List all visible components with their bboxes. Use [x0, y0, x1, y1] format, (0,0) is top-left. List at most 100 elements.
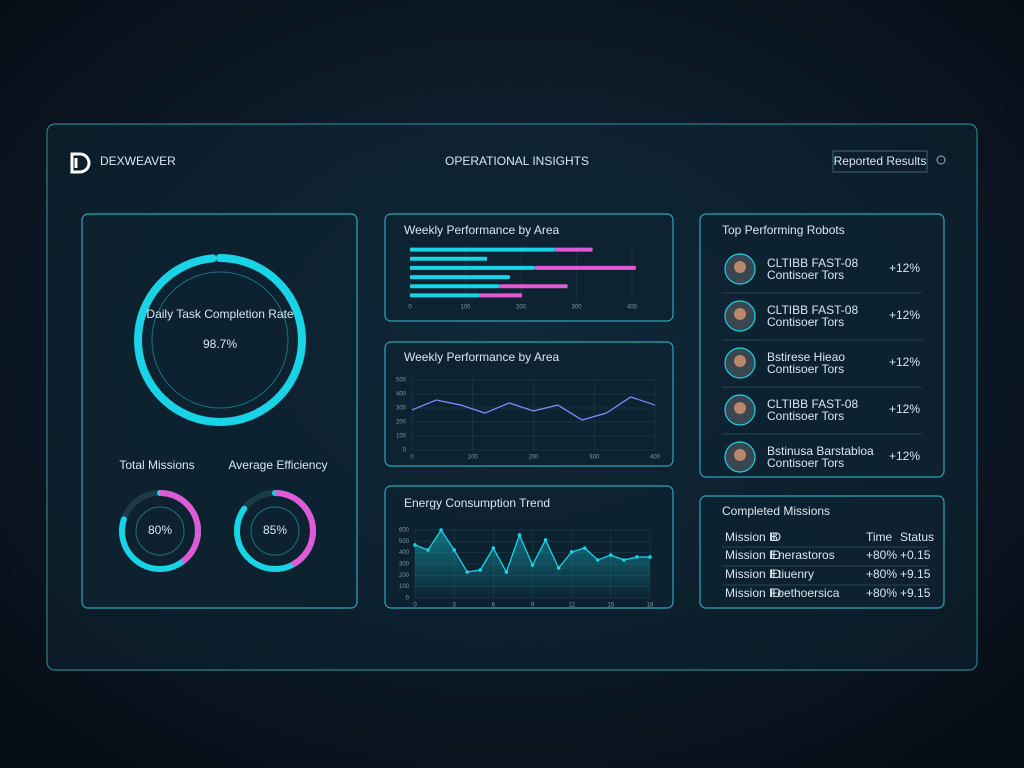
table-cell: +80%	[866, 548, 897, 562]
robot-name: Bstirese Hieao	[767, 350, 845, 364]
robots-title: Top Performing Robots	[722, 223, 845, 237]
table-cell: +80%	[866, 586, 897, 600]
table-cell: Enerastoros	[770, 548, 835, 562]
avatar-face	[734, 261, 746, 273]
y-tick-label: 0	[403, 448, 407, 454]
x-tick-label: 12	[568, 603, 575, 609]
brand: DEXWEAVER	[100, 154, 176, 168]
table-cell: +80%	[866, 567, 897, 581]
point	[452, 548, 456, 552]
chart-title: Energy Consumption Trend	[404, 496, 550, 510]
x-tick-label: 300	[571, 305, 582, 311]
bar-segment	[410, 256, 488, 261]
x-tick-label: 200	[528, 455, 539, 461]
robot-subtitle: Contisoer Tors	[767, 409, 844, 423]
robot-name: Bstinusa Barstabloa	[767, 444, 874, 458]
point	[439, 528, 443, 532]
line	[411, 396, 656, 421]
gauge-value: 85%	[263, 523, 287, 537]
gauge-label: Total Missions	[119, 458, 194, 472]
bar-segment	[554, 247, 593, 252]
y-tick-label: 100	[396, 434, 407, 440]
chart-title: Weekly Performance by Area	[404, 350, 560, 364]
y-tick-label: 200	[399, 573, 410, 579]
robot-change: +12%	[889, 402, 920, 416]
point	[478, 568, 483, 572]
avatar-face	[734, 355, 746, 367]
page-title: OPERATIONAL INSIGHTS	[445, 154, 589, 168]
robot-name: CLTIBB FAST-08	[767, 303, 858, 317]
x-tick-label: 18	[647, 603, 654, 609]
x-tick-label: 6	[492, 603, 496, 609]
bar-segment	[410, 275, 510, 280]
robot-name: CLTIBB FAST-08	[767, 256, 858, 270]
y-tick-label: 300	[396, 406, 407, 412]
bar-segment	[534, 265, 636, 270]
point	[426, 548, 430, 552]
table-cell: Foethoersica	[770, 586, 840, 600]
x-tick-label: 100	[468, 455, 479, 461]
gauge-arc	[134, 254, 306, 426]
point	[413, 543, 417, 547]
x-tick-label: 0	[410, 455, 414, 461]
bar-segment	[499, 284, 568, 289]
chart-title: Weekly Performance by Area	[404, 223, 560, 237]
gauge-inner	[250, 506, 300, 556]
line-panel	[384, 341, 674, 467]
x-tick-label: 9	[531, 603, 535, 609]
robot-change: +12%	[889, 261, 920, 275]
robot-subtitle: Contisoer Tors	[767, 362, 844, 376]
x-tick-label: 400	[627, 305, 638, 311]
table-cell: Mission ID	[725, 548, 781, 562]
x-tick-label: 400	[650, 455, 661, 461]
gauge-value: 98.7%	[203, 337, 237, 351]
point	[635, 555, 639, 559]
y-tick-label: 600	[399, 528, 410, 534]
point	[556, 566, 561, 570]
point	[609, 553, 613, 557]
table-cell: Mission ID	[725, 567, 781, 581]
avatar-face	[734, 449, 746, 461]
robot-change: +12%	[889, 449, 920, 463]
button-label[interactable]: Reported Results	[834, 154, 927, 168]
y-tick-label: 200	[396, 420, 407, 426]
gauge-panel	[81, 213, 358, 609]
point	[504, 570, 509, 574]
gauge-label: Daily Task Completion Rate	[146, 307, 294, 321]
robot-name: CLTIBB FAST-08	[767, 397, 858, 411]
x-tick-label: 0	[408, 305, 412, 311]
table-header: Mission ID	[725, 530, 781, 544]
table-header: B	[770, 530, 778, 544]
table-header: Time	[866, 530, 893, 544]
gauge-label: Average Efficiency	[229, 458, 328, 472]
gauge-inner	[151, 271, 289, 409]
point	[517, 533, 522, 537]
y-tick-label: 500	[399, 539, 410, 545]
report-button[interactable]	[832, 150, 928, 173]
point	[595, 558, 600, 562]
search-icon[interactable]	[936, 155, 946, 165]
y-tick-label: 300	[399, 562, 410, 568]
point	[582, 546, 587, 550]
area	[415, 530, 650, 598]
robots-panel	[699, 213, 945, 478]
x-tick-label: 200	[516, 305, 527, 311]
bar-segment	[479, 293, 523, 298]
gauge-arc-accent	[234, 490, 316, 572]
bar-segment	[410, 265, 535, 270]
gauge-value: 80%	[148, 523, 172, 537]
logo	[70, 152, 91, 174]
bar-segment	[410, 293, 480, 298]
x-tick-label: 100	[460, 305, 471, 311]
missions-panel	[699, 495, 945, 609]
bar-segment	[410, 247, 555, 252]
avatar-face	[734, 308, 746, 320]
table-cell: Etiuenry	[770, 567, 814, 581]
x-tick-label: 0	[413, 603, 417, 609]
robot-subtitle: Contisoer Tors	[767, 315, 844, 329]
y-tick-label: 400	[399, 550, 410, 556]
table-cell: +0.15	[900, 548, 931, 562]
point	[543, 538, 548, 542]
robot-change: +12%	[889, 308, 920, 322]
